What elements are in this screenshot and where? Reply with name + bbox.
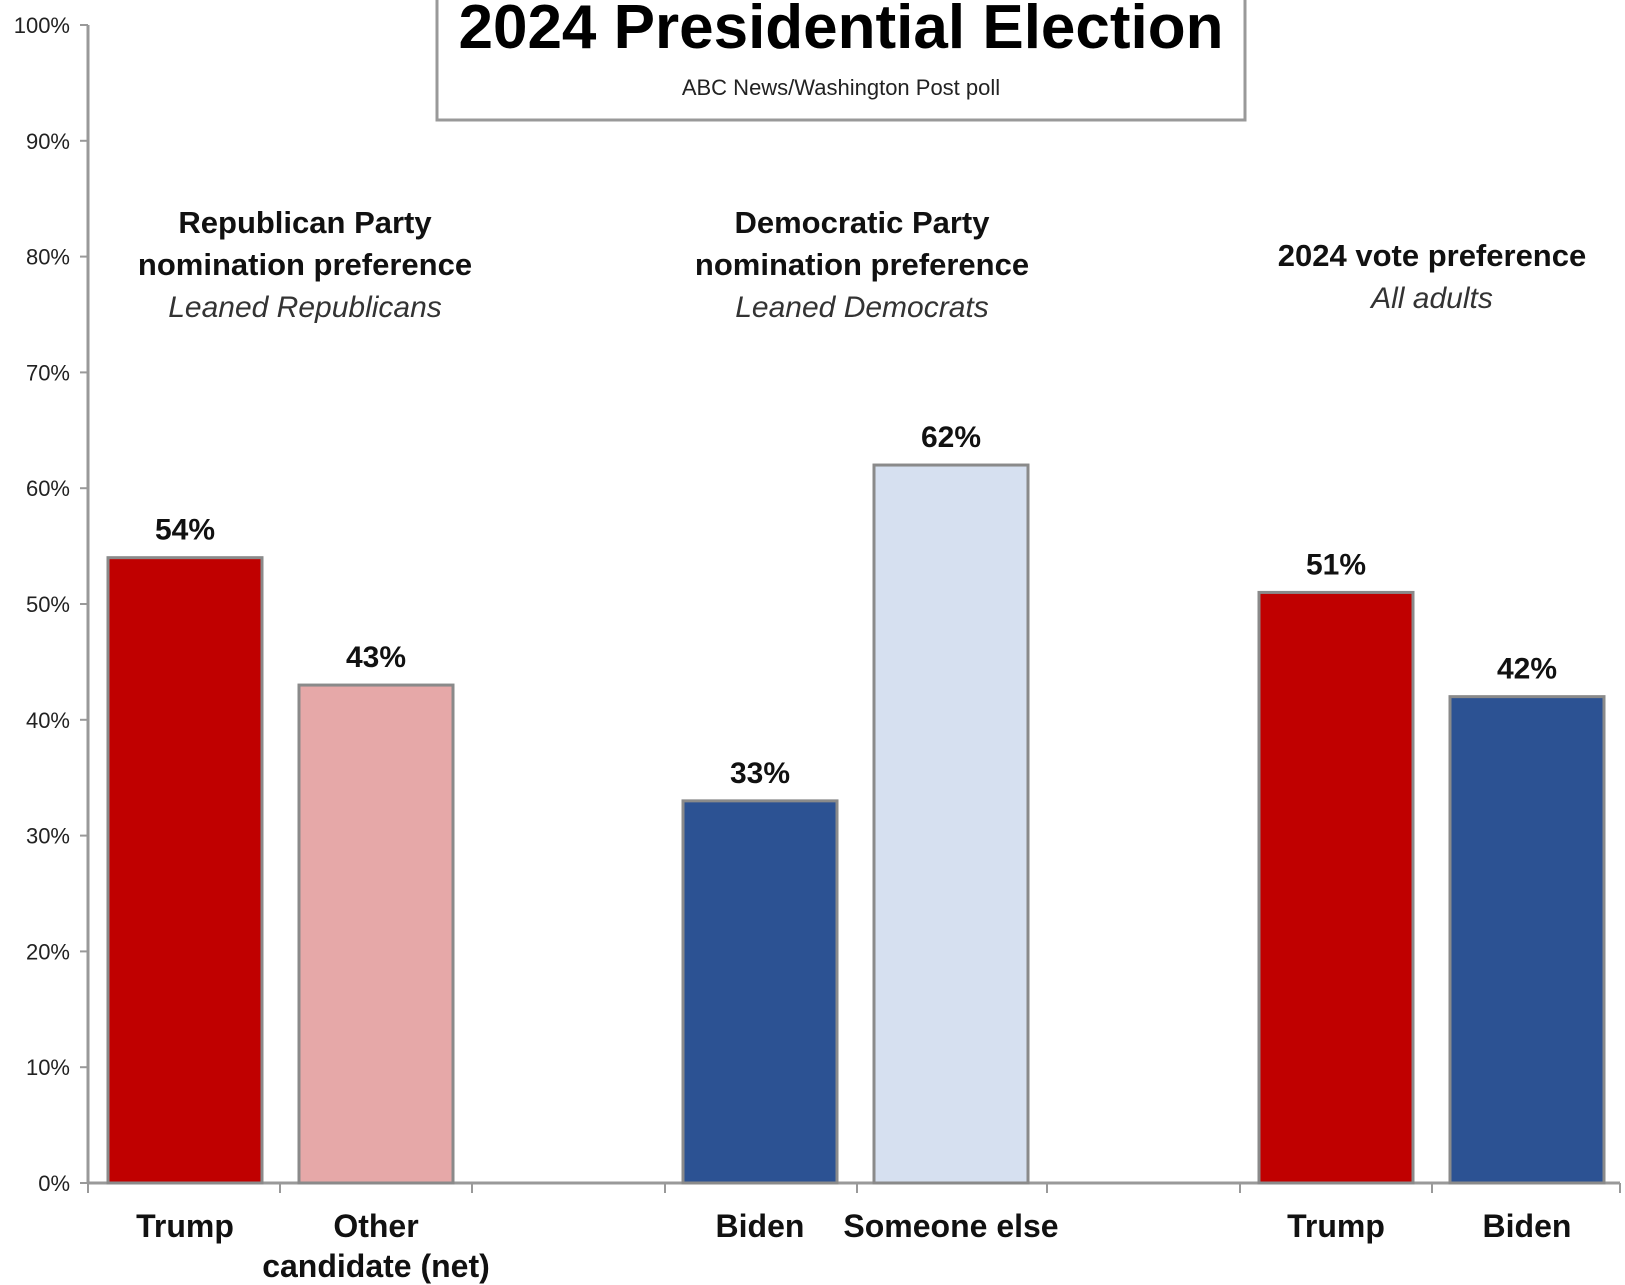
group-subtitle: All adults [1369, 282, 1493, 315]
chart-title: 2024 Presidential Election [458, 0, 1223, 62]
y-tick-label: 10% [26, 1055, 70, 1080]
chart-subtitle: ABC News/Washington Post poll [682, 75, 1000, 100]
group-title-line: nomination preference [695, 247, 1029, 282]
group-title-line: Republican Party [178, 205, 432, 240]
y-tick-label: 60% [26, 476, 70, 501]
labels-layer: Republican Party nomination preference Lea… [136, 205, 1586, 1284]
bar [106, 556, 264, 1185]
y-tick-label: 30% [26, 824, 70, 849]
y-tick-label: 70% [26, 360, 70, 385]
y-tick-label: 90% [26, 129, 70, 154]
bar-value-label: 42% [1497, 653, 1557, 686]
bars-layer [106, 463, 1606, 1185]
group-title-line: Democratic Party [734, 205, 990, 240]
bar-value-label: 62% [921, 421, 981, 454]
group-title-line: 2024 vote preference [1278, 238, 1586, 273]
category-label: Someone else [843, 1208, 1058, 1244]
bar [1257, 590, 1415, 1185]
group-title-line: nomination preference [138, 247, 472, 282]
title-box: 2024 Presidential Election ABC News/Wash… [435, 0, 1247, 122]
category-label: Biden [716, 1208, 805, 1244]
y-tick-label: 40% [26, 708, 70, 733]
y-tick-label: 80% [26, 245, 70, 270]
category-label: candidate (net) [262, 1248, 490, 1284]
group-subtitle: Leaned Republicans [168, 291, 442, 324]
bar-value-label: 54% [155, 514, 215, 547]
bar [297, 683, 455, 1185]
y-tick-label: 50% [26, 592, 70, 617]
y-tick-label: 100% [14, 13, 70, 38]
y-tick-label: 0% [38, 1171, 70, 1196]
category-label: Biden [1483, 1208, 1572, 1244]
bar [681, 799, 839, 1185]
bar-value-label: 43% [346, 641, 406, 674]
category-label: Trump [1287, 1208, 1385, 1244]
y-tick-label: 20% [26, 939, 70, 964]
title-box-frame [435, 0, 1247, 122]
category-label: Trump [136, 1208, 234, 1244]
bar [1448, 695, 1606, 1185]
group-subtitle: Leaned Democrats [735, 291, 988, 324]
bar [872, 463, 1030, 1185]
bar-value-label: 33% [730, 757, 790, 790]
bar-value-label: 51% [1306, 548, 1366, 581]
category-label: Other [333, 1208, 418, 1244]
